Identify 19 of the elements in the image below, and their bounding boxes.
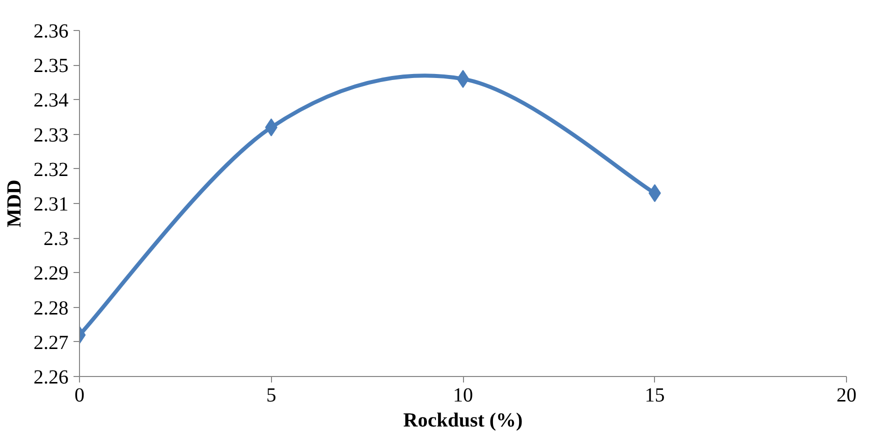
y-tick-label: 2.34 — [34, 90, 68, 112]
x-tick-label: 10 — [453, 384, 473, 406]
y-axis-title: MDD — [4, 180, 26, 228]
x-tick-label: 5 — [266, 384, 276, 406]
y-tick-label: 2.29 — [34, 262, 68, 285]
y-tick-label: 2.36 — [34, 20, 68, 42]
y-tick-label: 2.26 — [34, 366, 68, 388]
x-tick-label: 20 — [836, 384, 856, 406]
x-tick-label: 15 — [644, 384, 665, 406]
x-axis-title: Rockdust (%) — [403, 410, 523, 432]
y-tick-label: 2.3 — [44, 228, 68, 250]
y-tick-label: 2.28 — [34, 297, 68, 320]
point — [456, 70, 470, 88]
y-tick-label: 2.32 — [34, 158, 68, 181]
y-tick-label: 2.31 — [34, 194, 68, 216]
y-tick-label: 2.27 — [34, 332, 68, 354]
x-tick-label: 0 — [74, 384, 84, 406]
y-tick-label: 2.35 — [34, 55, 68, 78]
y-tick-label: 2.33 — [34, 124, 68, 146]
